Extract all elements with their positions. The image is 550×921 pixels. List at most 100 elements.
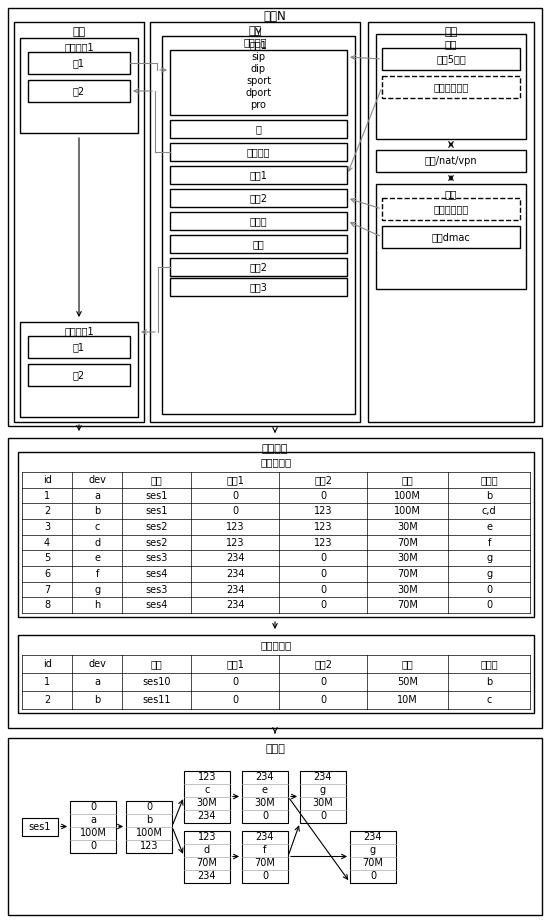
Text: 0: 0 bbox=[232, 695, 238, 705]
Text: 会话: 会话 bbox=[151, 659, 163, 669]
Text: 状态: 状态 bbox=[252, 239, 265, 249]
Bar bbox=[28, 336, 130, 358]
Text: g: g bbox=[370, 845, 376, 855]
Text: 30M: 30M bbox=[312, 798, 333, 808]
Text: 50M: 50M bbox=[397, 677, 418, 687]
Bar bbox=[170, 120, 347, 138]
Text: 234: 234 bbox=[314, 772, 332, 782]
Text: 123: 123 bbox=[140, 841, 158, 851]
Text: a: a bbox=[94, 677, 100, 687]
Text: 0: 0 bbox=[370, 871, 376, 881]
Text: 哈布1: 哈布1 bbox=[226, 659, 244, 669]
Text: ses2: ses2 bbox=[146, 522, 168, 531]
Text: b: b bbox=[94, 507, 101, 516]
Text: 0: 0 bbox=[320, 554, 326, 563]
Text: ses4: ses4 bbox=[146, 569, 168, 578]
Bar bbox=[150, 22, 360, 422]
Text: 0: 0 bbox=[262, 871, 268, 881]
Text: 30M: 30M bbox=[397, 585, 418, 594]
Text: 发送: 发送 bbox=[445, 189, 457, 199]
Text: 会话: 会话 bbox=[151, 475, 163, 484]
Bar bbox=[300, 771, 346, 822]
Text: 当前活动: 当前活动 bbox=[247, 147, 270, 157]
Bar bbox=[376, 184, 526, 289]
Bar bbox=[28, 52, 130, 74]
Text: ses4: ses4 bbox=[146, 600, 168, 611]
Text: 转发: 转发 bbox=[444, 27, 458, 37]
Text: 设备N: 设备N bbox=[263, 10, 287, 24]
Bar bbox=[376, 150, 526, 172]
Text: 会话3: 会话3 bbox=[250, 282, 267, 292]
Text: 234: 234 bbox=[226, 554, 245, 563]
Text: 4: 4 bbox=[44, 538, 50, 547]
Text: 123: 123 bbox=[198, 772, 216, 782]
Text: 100M: 100M bbox=[80, 828, 107, 838]
Bar bbox=[8, 438, 542, 728]
Text: 70M: 70M bbox=[397, 569, 418, 578]
Text: ses1: ses1 bbox=[146, 491, 168, 500]
Text: 路由/nat/vpn: 路由/nat/vpn bbox=[425, 156, 477, 166]
Text: b: b bbox=[146, 815, 152, 825]
Bar bbox=[22, 818, 58, 835]
Text: 70M: 70M bbox=[196, 858, 217, 868]
Text: id: id bbox=[43, 475, 52, 484]
Text: 234: 234 bbox=[226, 585, 245, 594]
Bar bbox=[28, 80, 130, 102]
Bar bbox=[170, 50, 347, 115]
Bar bbox=[184, 771, 230, 822]
Text: 123: 123 bbox=[226, 538, 245, 547]
Text: d: d bbox=[94, 538, 100, 547]
Text: 234: 234 bbox=[256, 772, 274, 782]
Text: 123: 123 bbox=[226, 522, 245, 531]
Text: 234: 234 bbox=[226, 569, 245, 578]
Text: 下一组: 下一组 bbox=[480, 659, 498, 669]
Text: a: a bbox=[90, 815, 96, 825]
Text: 30M: 30M bbox=[397, 522, 418, 531]
Bar bbox=[170, 189, 347, 207]
Bar bbox=[170, 278, 347, 296]
Bar bbox=[350, 831, 396, 882]
Text: pro: pro bbox=[251, 100, 266, 110]
Text: b: b bbox=[486, 491, 492, 500]
Text: 234: 234 bbox=[256, 832, 274, 842]
Bar bbox=[170, 212, 347, 230]
Text: id: id bbox=[43, 659, 52, 669]
Text: c: c bbox=[487, 695, 492, 705]
Text: e: e bbox=[94, 554, 100, 563]
Text: 0: 0 bbox=[486, 600, 492, 611]
Bar bbox=[28, 364, 130, 386]
Text: 5: 5 bbox=[44, 554, 50, 563]
Bar bbox=[70, 800, 116, 853]
Text: 123: 123 bbox=[198, 832, 216, 842]
Text: 1: 1 bbox=[44, 491, 50, 500]
Text: 0: 0 bbox=[320, 600, 326, 611]
Text: 流查询: 流查询 bbox=[265, 744, 285, 754]
Text: 记录模块: 记录模块 bbox=[262, 444, 288, 454]
Text: 历史数据库: 历史数据库 bbox=[260, 640, 292, 650]
Text: 统计: 统计 bbox=[73, 27, 86, 37]
Text: d: d bbox=[204, 845, 210, 855]
Bar bbox=[382, 226, 520, 248]
Text: b: b bbox=[486, 677, 492, 687]
Text: 3: 3 bbox=[44, 522, 50, 531]
Text: 0: 0 bbox=[232, 677, 238, 687]
Bar bbox=[162, 36, 355, 414]
Bar bbox=[18, 635, 534, 713]
Text: 30M: 30M bbox=[255, 798, 276, 808]
Text: 70M: 70M bbox=[397, 538, 418, 547]
Text: 提取5元组: 提取5元组 bbox=[436, 54, 466, 64]
Text: h: h bbox=[94, 600, 101, 611]
Text: 下一组: 下一组 bbox=[250, 216, 267, 226]
Text: g: g bbox=[486, 569, 492, 578]
Text: f: f bbox=[96, 569, 99, 578]
Text: 0: 0 bbox=[320, 695, 326, 705]
Text: 接收: 接收 bbox=[445, 39, 457, 49]
Text: 哈布1: 哈布1 bbox=[226, 475, 244, 484]
Text: 70M: 70M bbox=[397, 600, 418, 611]
Text: 点2: 点2 bbox=[73, 370, 85, 380]
Text: 0: 0 bbox=[320, 585, 326, 594]
Text: sip: sip bbox=[251, 52, 266, 62]
Bar bbox=[242, 771, 288, 822]
Text: c: c bbox=[95, 522, 100, 531]
Text: 提取dmac: 提取dmac bbox=[432, 232, 470, 242]
